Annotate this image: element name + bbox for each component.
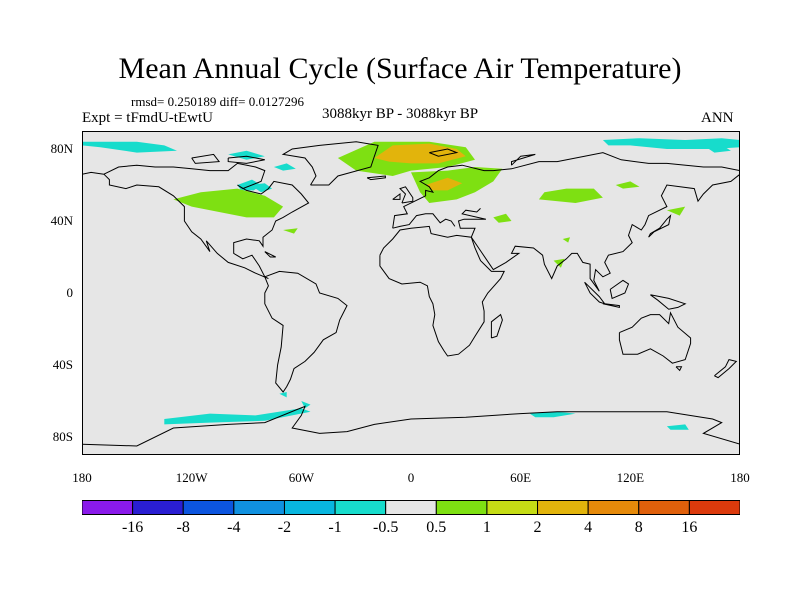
colorbar-box: [283, 500, 336, 515]
coastline: [379, 225, 506, 357]
lat-label: 80N: [50, 141, 73, 156]
coastline: [602, 303, 620, 309]
period-label: 3088kyr BP - 3088kyr BP: [322, 106, 479, 122]
lat-label: 40S: [52, 357, 73, 372]
anomaly-regions: [82, 138, 740, 430]
colorbar-label: -4: [227, 519, 241, 536]
coastline: [103, 162, 310, 280]
coastline: [714, 359, 738, 379]
coastline: [392, 213, 456, 229]
colorbar-label: 4: [584, 519, 593, 536]
lon-label: 60W: [288, 470, 314, 485]
coastline: [392, 193, 401, 200]
figure-title: Mean Annual Cycle (Surface Air Temperatu…: [118, 52, 682, 85]
coastline: [264, 270, 348, 393]
rmsd-diff-stats: rmsd= 0.250189 diff= 0.0127296: [131, 94, 304, 109]
anomaly-region: [538, 188, 603, 203]
anomaly-region: [374, 143, 466, 164]
coastline: [675, 366, 683, 372]
coastline: [609, 279, 630, 300]
anomaly-region: [425, 177, 463, 191]
anomaly-region: [164, 408, 311, 425]
colorbar-label: 1: [482, 519, 491, 536]
colorbar-box: [435, 500, 488, 515]
colorbar-box: [233, 500, 285, 515]
coastline: [490, 313, 503, 339]
coastline: [618, 311, 692, 364]
colorbar-box: [688, 500, 740, 515]
coastline: [648, 214, 672, 238]
lon-label: 60E: [510, 470, 532, 485]
coastline: [191, 153, 221, 164]
lat-label: 40N: [50, 213, 73, 228]
anomaly-region: [493, 213, 512, 223]
colorbar-label: -8: [176, 519, 190, 536]
coastlines: [82, 141, 740, 447]
anomaly-region: [602, 138, 740, 149]
anomaly-region: [666, 206, 686, 216]
lon-label: 0: [407, 470, 415, 485]
coastline: [82, 171, 104, 175]
colorbar-box: [82, 500, 134, 515]
anomaly-region: [708, 147, 731, 153]
colorbar-label: -0.5: [373, 519, 399, 536]
coastline: [366, 175, 386, 181]
colorbar-box: [638, 500, 690, 515]
lon-label: 180: [730, 470, 750, 485]
colorbar-label: -1: [328, 519, 342, 536]
lon-label: 180: [72, 470, 92, 485]
colorbar-label: -2: [277, 519, 292, 536]
colorbar-box: [537, 500, 589, 515]
experiment-label: Expt = tFmdU-tEwtU: [82, 110, 213, 126]
lon-label: 120W: [175, 470, 208, 485]
coastline: [457, 173, 740, 292]
coastline: [82, 405, 740, 447]
anomaly-region: [615, 181, 640, 189]
coastline: [429, 148, 459, 157]
colorbar-label: 16: [681, 519, 698, 536]
anomaly-region: [273, 163, 296, 171]
coastline: [511, 153, 536, 166]
anomaly-region: [173, 188, 284, 218]
anomaly-region: [82, 141, 177, 153]
coastline: [264, 251, 276, 258]
coastline: [227, 155, 265, 164]
anomaly-region: [562, 237, 570, 243]
map-frame: [82, 131, 740, 455]
lat-label: 80S: [52, 429, 73, 444]
anomaly-region: [283, 228, 298, 234]
colorbar-box: [587, 500, 640, 515]
coastline: [281, 141, 379, 186]
colorbar-label: -16: [121, 519, 144, 536]
colorbar-box: [486, 500, 539, 515]
colorbar: [82, 500, 740, 515]
season-label: ANN: [701, 110, 734, 126]
anomaly-region: [529, 411, 576, 418]
anomaly-map: [82, 131, 740, 455]
colorbar-box: [182, 500, 235, 515]
coastline: [650, 294, 687, 310]
anomaly-region: [279, 392, 287, 398]
colorbar-label: 0.5: [426, 519, 447, 536]
anomaly-region: [553, 258, 565, 268]
lon-label: 120E: [616, 470, 645, 485]
colorbar-box: [132, 500, 184, 515]
colorbar-label: 2: [533, 519, 542, 536]
lat-label: 0: [66, 285, 74, 300]
anomaly-region: [666, 424, 689, 430]
coastline: [584, 281, 607, 305]
coastline: [399, 186, 414, 204]
colorbar-box: [334, 500, 387, 515]
colorbar-label: 8: [634, 519, 643, 536]
map-background: [82, 131, 740, 455]
colorbar-box: [385, 500, 437, 515]
anomaly-region: [301, 401, 311, 409]
coastline: [392, 152, 740, 229]
